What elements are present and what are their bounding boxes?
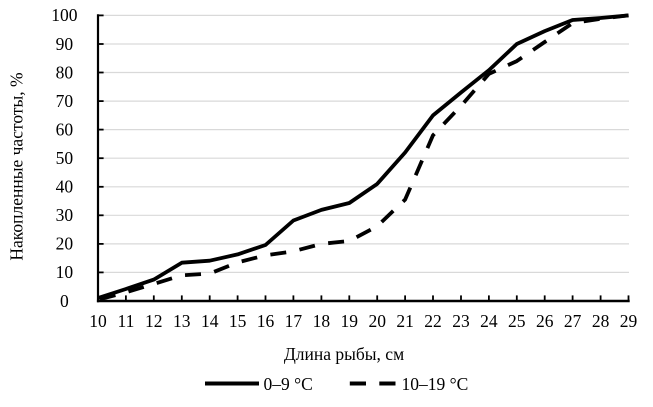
svg-text:10: 10: [89, 311, 107, 331]
svg-text:16: 16: [257, 311, 275, 331]
svg-text:100: 100: [51, 5, 78, 25]
svg-text:21: 21: [396, 311, 414, 331]
svg-text:Накопленные частоты, %: Накопленные частоты, %: [6, 72, 26, 260]
svg-text:25: 25: [508, 311, 526, 331]
svg-text:22: 22: [424, 311, 442, 331]
svg-text:14: 14: [201, 311, 219, 331]
svg-text:11: 11: [117, 311, 134, 331]
svg-text:19: 19: [341, 311, 359, 331]
svg-text:23: 23: [452, 311, 470, 331]
svg-text:90: 90: [56, 34, 74, 54]
svg-text:70: 70: [56, 91, 74, 111]
svg-text:20: 20: [368, 311, 386, 331]
svg-text:10: 10: [56, 262, 74, 282]
svg-text:13: 13: [173, 311, 191, 331]
svg-text:40: 40: [56, 177, 74, 197]
svg-text:18: 18: [313, 311, 331, 331]
svg-text:27: 27: [564, 311, 582, 331]
svg-text:20: 20: [56, 234, 74, 254]
svg-text:28: 28: [592, 311, 610, 331]
svg-text:12: 12: [145, 311, 163, 331]
svg-text:29: 29: [620, 311, 638, 331]
svg-text:80: 80: [56, 62, 74, 82]
svg-text:24: 24: [480, 311, 498, 331]
svg-text:60: 60: [56, 119, 74, 139]
svg-text:15: 15: [229, 311, 247, 331]
svg-text:Длина рыбы, см: Длина рыбы, см: [284, 344, 404, 364]
svg-text:17: 17: [285, 311, 303, 331]
svg-text:26: 26: [536, 311, 554, 331]
svg-text:0–9 °C: 0–9 °C: [264, 374, 313, 394]
svg-text:30: 30: [56, 205, 74, 225]
svg-text:0: 0: [60, 291, 69, 311]
svg-text:50: 50: [56, 148, 74, 168]
svg-text:10–19 °C: 10–19 °C: [402, 374, 469, 394]
